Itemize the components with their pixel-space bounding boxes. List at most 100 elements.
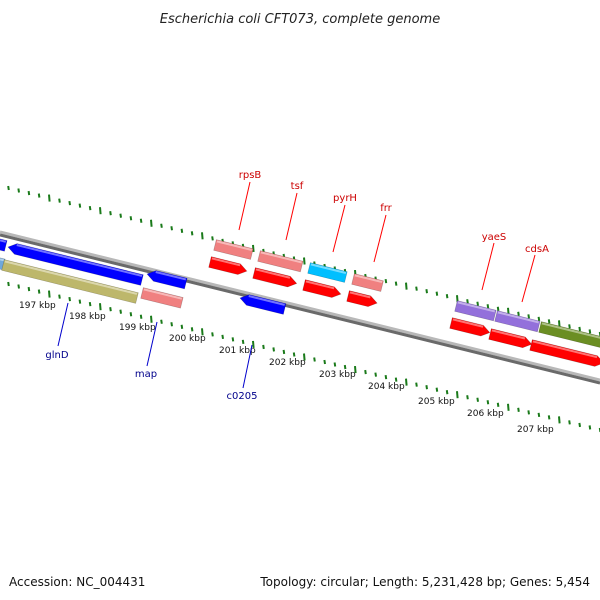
inner-track-tick xyxy=(405,378,408,386)
inner-track-tick xyxy=(364,369,367,375)
map-title: Escherichia coli CFT073, complete genome xyxy=(160,12,440,27)
inner-track-tick xyxy=(425,385,428,390)
inner-track-tick xyxy=(537,412,541,418)
outer-track-tick xyxy=(17,188,20,193)
forward-cds-feature[interactable] xyxy=(252,267,298,289)
gene-leader-line xyxy=(57,302,69,347)
inner-track-tick xyxy=(170,322,173,327)
gene-leader-line xyxy=(238,181,251,231)
inner-track-tick xyxy=(139,314,143,319)
inner-track-tick xyxy=(48,290,51,298)
rrna-feature[interactable] xyxy=(351,273,384,292)
inner-track-tick xyxy=(486,400,490,405)
outer-track-tick xyxy=(109,211,112,216)
outer-track-tick xyxy=(180,228,184,233)
inner-track-tick xyxy=(588,425,592,430)
reverse-cds-feature[interactable] xyxy=(0,238,8,252)
kbp-label: 202 kbp xyxy=(269,358,306,368)
inner-track-tick xyxy=(292,352,296,357)
inner-track-tick xyxy=(221,334,224,340)
inner-track-tick xyxy=(27,286,31,292)
misc-feature[interactable] xyxy=(494,310,541,333)
trna-feature[interactable] xyxy=(307,262,348,283)
reverse-cds-feature[interactable] xyxy=(239,293,287,315)
inner-track-tick xyxy=(7,281,10,287)
gene-label-c0205[interactable]: c0205 xyxy=(227,391,258,402)
inner-track-tick xyxy=(568,420,571,425)
outer-track-tick xyxy=(99,207,102,215)
bottom-gene-labels: glnD map c0205 xyxy=(45,302,258,402)
outer-track-tick xyxy=(303,257,306,265)
inner-track-tick xyxy=(109,307,112,312)
inner-track-tick xyxy=(160,319,163,324)
inner-track-tick xyxy=(231,337,235,342)
outer-track-tick xyxy=(7,185,10,191)
inner-track-tick xyxy=(374,372,377,377)
forward-cds-feature[interactable] xyxy=(346,290,379,309)
outer-track-tick xyxy=(139,218,143,223)
rrna-feature[interactable] xyxy=(257,250,304,273)
outer-track-tick xyxy=(27,190,31,196)
outer-track-tick xyxy=(486,304,490,309)
outer-track-tick xyxy=(129,216,133,221)
rrna-feature[interactable] xyxy=(213,239,254,260)
outer-track-tick xyxy=(119,213,122,218)
reverse-cds-feature[interactable] xyxy=(7,242,144,286)
outer-track-tick xyxy=(435,291,439,296)
misc-feature[interactable] xyxy=(538,321,600,349)
outer-track-tick xyxy=(394,281,398,286)
inner-track-tick xyxy=(190,327,194,332)
gene-label-pyrH[interactable]: pyrH xyxy=(333,193,357,204)
gene-label-yaeS[interactable]: yaeS xyxy=(482,232,507,243)
kbp-label: 205 kbp xyxy=(418,397,455,407)
inner-track-tick xyxy=(180,324,184,329)
inner-tick-track xyxy=(7,281,600,433)
forward-cds-feature[interactable] xyxy=(302,279,343,300)
kbp-label: 201 kbp xyxy=(219,346,256,356)
inner-track-tick xyxy=(445,390,449,395)
gene-label-rpsB[interactable]: rpsB xyxy=(239,170,262,181)
inner-track-tick xyxy=(78,299,82,304)
outer-track-tick xyxy=(425,289,428,294)
outer-track-tick xyxy=(405,282,408,290)
gene-leader-line xyxy=(373,214,387,263)
outer-track-tick xyxy=(445,294,449,299)
gene-leader-line xyxy=(332,204,346,253)
inner-track-tick xyxy=(384,374,388,380)
reverse-cds-feature[interactable] xyxy=(146,269,188,290)
rrna-feature[interactable] xyxy=(140,287,184,309)
gene-leader-line xyxy=(242,344,253,389)
kbp-label: 199 kbp xyxy=(119,323,156,333)
outer-track-tick xyxy=(517,311,520,316)
inner-track-tick xyxy=(558,416,561,424)
inner-track-tick xyxy=(415,382,418,387)
inner-track-tick xyxy=(37,289,41,294)
outer-track-tick xyxy=(578,326,581,332)
gene-label-tsf[interactable]: tsf xyxy=(291,181,304,192)
outer-track-tick xyxy=(527,314,530,319)
inner-track-tick xyxy=(252,340,255,348)
outer-track-tick xyxy=(568,324,571,329)
gene-label-frr[interactable]: frr xyxy=(380,203,392,214)
gene-label-cdsA[interactable]: cdsA xyxy=(525,244,549,255)
outer-track-tick xyxy=(466,299,469,304)
forward-cds-feature[interactable] xyxy=(449,317,491,338)
inner-track-tick xyxy=(456,391,459,399)
accession-text: Accession: NC_004431 xyxy=(9,575,145,589)
outer-track-tick xyxy=(48,194,51,202)
outer-track-tick xyxy=(211,236,214,241)
gene-label-map[interactable]: map xyxy=(135,369,157,380)
misc-feature[interactable] xyxy=(454,300,497,322)
gene-leader-line xyxy=(521,254,536,303)
kbp-label: 206 kbp xyxy=(467,409,504,419)
misc-feature[interactable] xyxy=(1,259,139,304)
gene-leader-line xyxy=(146,321,158,367)
inner-track-tick xyxy=(476,397,479,402)
forward-cds-feature[interactable] xyxy=(488,328,533,350)
forward-cds-feature[interactable] xyxy=(208,256,249,277)
inner-track-tick xyxy=(17,284,20,289)
forward-cds-feature[interactable] xyxy=(529,339,600,369)
outer-track-tick xyxy=(170,226,173,231)
gene-label-glnD[interactable]: glnD xyxy=(45,350,68,361)
